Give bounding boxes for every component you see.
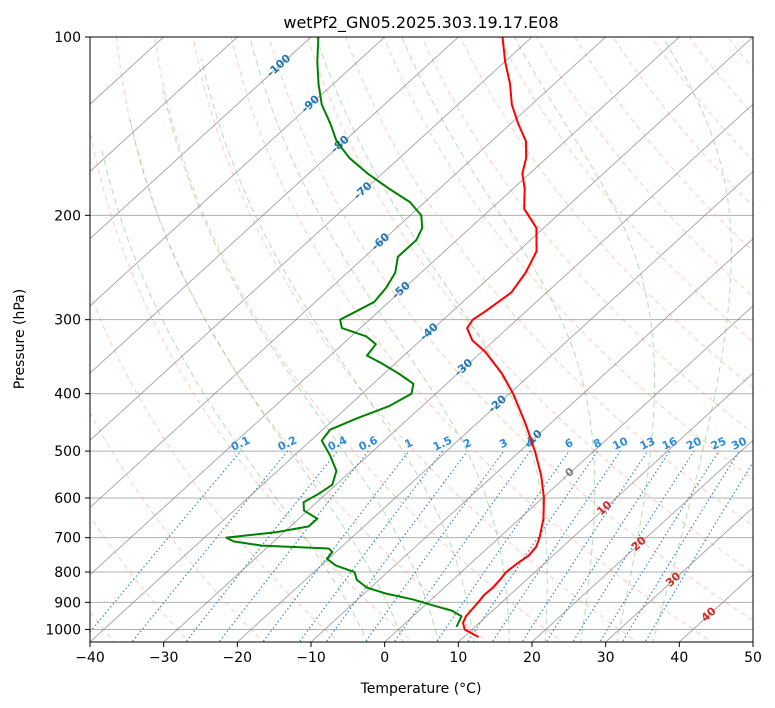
dry-adiabat [421,37,753,434]
isotherm-line [162,103,753,642]
isotherm-line [90,37,681,576]
isotherm-line [236,170,753,642]
y-tick-label: 900 [54,595,81,611]
mixing-ratio-line [364,450,505,642]
y-tick-label: 1000 [45,622,81,638]
dry-adiabat [726,37,753,70]
dry-adiabat [755,24,775,645]
x-tick-label: 0 [380,650,389,666]
y-tick-label: 200 [54,208,81,224]
y-tick-label: 300 [54,313,81,329]
dry-adiabat [459,37,753,388]
moist-adiabat [100,147,369,642]
y-tick-label: 500 [54,444,81,460]
isotherm-line [531,439,753,642]
y-tick-label: 400 [54,387,81,403]
mixing-ratio-label: 20 [684,434,704,452]
dry-adiabat [230,37,713,642]
mixing-ratio-label: 3 [497,436,509,451]
dry-adiabat [345,37,753,527]
chart-title: wetPf2_GN05.2025.303.19.17.E08 [283,13,558,33]
x-tick-label: −10 [296,650,326,666]
dry-adiabat [306,37,753,574]
x-tick-label: 40 [670,650,688,666]
plot-area: -100-90-80-70-60-50-40-30-20-10010203040… [90,24,775,645]
x-tick-label: −40 [75,650,105,666]
plot-frame [89,36,754,643]
mixing-ratio-line [466,450,599,642]
moist-adiabat [249,37,510,642]
y-tick-label: 700 [54,531,81,547]
mixing-ratio-line [599,450,720,642]
dry-adiabat [497,37,753,343]
dewpoint-profile [225,37,463,628]
mixing-ratio-label: 10 [611,434,631,452]
mixing-ratio-label: 13 [638,435,657,453]
x-tick-label: 20 [523,650,541,666]
mixing-ratio-label: 6 [563,436,576,451]
dry-adiabat [612,37,753,207]
mixing-ratio-line [298,450,444,642]
mixing-ratio-label: 30 [729,434,749,452]
mixing-ratio-line [131,450,289,642]
dry-adiabat [154,37,564,642]
isotherm-line [90,37,753,642]
dry-adiabat [90,515,190,642]
mixing-ratio-line [218,450,369,642]
y-axis-label: Pressure (hPa) [12,289,28,389]
mixing-ratio-line [435,450,570,642]
dry-adiabat [383,37,753,480]
dry-adiabat [688,37,753,116]
dry-adiabat [536,37,753,298]
isotherm-line [90,37,607,509]
isotherm-line [90,37,386,307]
x-tick-label: −20 [223,650,253,666]
mixing-ratio-line [262,450,410,642]
moist-adiabat [401,37,596,642]
isotherm-line [383,305,753,642]
mixing-ratio-line [325,450,469,642]
y-tick-label: 100 [54,30,81,46]
x-tick-label: 50 [744,650,762,666]
dry-adiabat [574,37,753,252]
temperature-profile [462,37,545,638]
moist-adiabat [513,37,656,642]
x-tick-label: −30 [149,650,179,666]
dry-adiabat [90,128,414,642]
mixing-ratio-line [90,450,242,633]
dry-adiabat [90,292,339,642]
x-tick-label: 10 [449,650,467,666]
dry-adiabat [650,37,753,162]
isotherm-line [90,37,312,240]
y-tick-label: 600 [54,491,81,507]
mixing-ratio-line [521,450,649,642]
x-tick-label: 30 [597,650,615,666]
isotherm-line [604,506,753,642]
isotherm-line [90,37,239,173]
isotherm-line [310,237,753,642]
mixing-ratio-line [621,450,740,642]
moist-adiabat [652,37,732,642]
mixing-ratio-line [185,450,339,642]
isotherm-line [90,37,460,374]
mixing-ratio-label: 25 [709,435,728,453]
dry-adiabat [90,411,265,642]
dry-adiabat [268,37,753,622]
mixing-ratio-label: 2 [461,436,473,451]
mixing-ratio-label: 36 [750,434,770,452]
mixing-ratio-label: 1 [403,436,415,451]
isotherm-line [752,641,753,642]
isotherm-label: -100 [264,51,293,79]
y-tick-label: 800 [54,565,81,581]
isotherm-line [90,37,533,442]
mixing-ratio-line [545,450,671,642]
mixing-ratio-line [644,461,753,642]
moist-adiabat [162,89,439,642]
mixing-ratio-label: 16 [660,434,680,452]
dry-adiabat [192,37,638,642]
x-axis-label: Temperature (°C) [360,681,482,697]
isotherm-line [457,372,753,642]
